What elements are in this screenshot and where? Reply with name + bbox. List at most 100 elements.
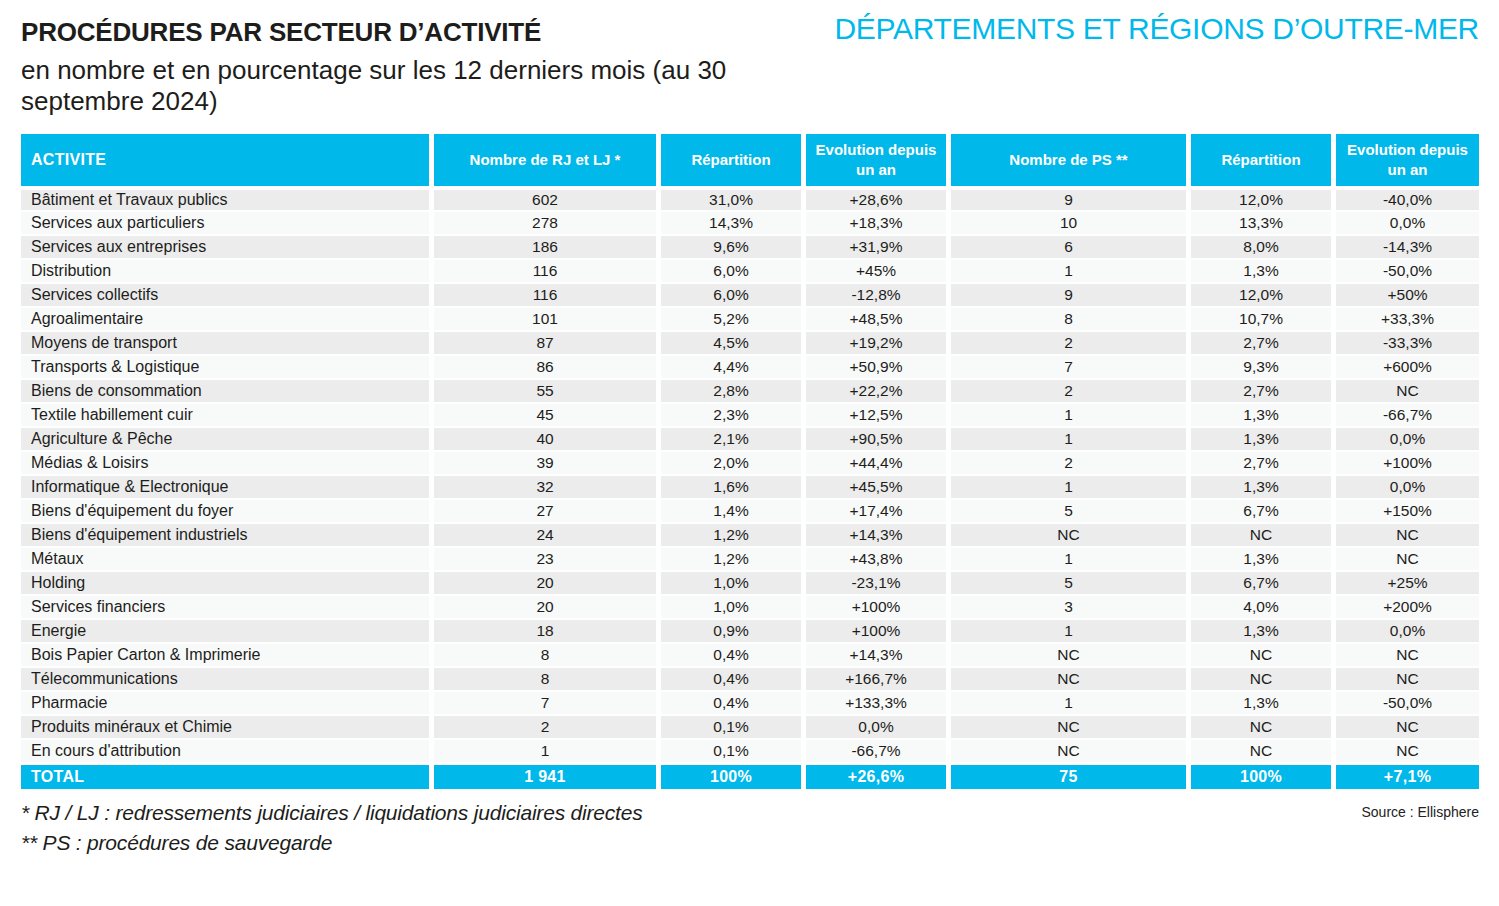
value-cell: +14,3% (801, 522, 946, 546)
value-cell: NC (946, 522, 1186, 546)
value-cell: 1,4% (656, 498, 801, 522)
value-cell: +19,2% (801, 330, 946, 354)
value-cell: 32 (429, 474, 656, 498)
value-cell: 1,2% (656, 522, 801, 546)
total-value-cell: +26,6% (801, 762, 946, 789)
value-cell: 6,0% (656, 258, 801, 282)
value-cell: 1 (946, 690, 1186, 714)
table-row: Bâtiment et Travaux publics60231,0%+28,6… (21, 186, 1479, 210)
activity-label: Biens de consommation (21, 378, 429, 402)
value-cell: NC (1331, 666, 1479, 690)
value-cell: +100% (1331, 450, 1479, 474)
table-row: Métaux231,2%+43,8%11,3%NC (21, 546, 1479, 570)
activity-label: Services collectifs (21, 282, 429, 306)
value-cell: 2,8% (656, 378, 801, 402)
value-cell: -23,1% (801, 570, 946, 594)
col-header-5: Répartition (1186, 134, 1331, 186)
value-cell: NC (1331, 714, 1479, 738)
value-cell: 9 (946, 186, 1186, 210)
report-page: PROCÉDURES PAR SECTEUR D’ACTIVITÉ en nom… (0, 0, 1499, 858)
value-cell: 0,4% (656, 690, 801, 714)
value-cell: 101 (429, 306, 656, 330)
value-cell: 1 (946, 402, 1186, 426)
source-label: Source : Ellisphere (1361, 804, 1479, 858)
value-cell: 602 (429, 186, 656, 210)
value-cell: 5 (946, 498, 1186, 522)
col-header-1: Nombre de RJ et LJ * (429, 134, 656, 186)
value-cell: 0,9% (656, 618, 801, 642)
value-cell: +17,4% (801, 498, 946, 522)
value-cell: 0,0% (1331, 474, 1479, 498)
value-cell: 7 (429, 690, 656, 714)
activity-label: Informatique & Electronique (21, 474, 429, 498)
region-title: DÉPARTEMENTS ET RÉGIONS D’OUTRE-MER (834, 12, 1479, 46)
value-cell: NC (1331, 546, 1479, 570)
value-cell: 2 (946, 450, 1186, 474)
value-cell: -33,3% (1331, 330, 1479, 354)
value-cell: +100% (801, 618, 946, 642)
table-row: Bois Papier Carton & Imprimerie80,4%+14,… (21, 642, 1479, 666)
activity-label: Bois Papier Carton & Imprimerie (21, 642, 429, 666)
table-row: Agroalimentaire1015,2%+48,5%810,7%+33,3% (21, 306, 1479, 330)
table-row: Médias & Loisirs392,0%+44,4%22,7%+100% (21, 450, 1479, 474)
activity-label: Energie (21, 618, 429, 642)
value-cell: 0,0% (1331, 618, 1479, 642)
value-cell: NC (1186, 666, 1331, 690)
value-cell: NC (946, 738, 1186, 762)
table-row: Agriculture & Pêche402,1%+90,5%11,3%0,0% (21, 426, 1479, 450)
activity-label: Services aux entreprises (21, 234, 429, 258)
activity-label: Pharmacie (21, 690, 429, 714)
value-cell: NC (1186, 738, 1331, 762)
value-cell: -66,7% (801, 738, 946, 762)
value-cell: +133,3% (801, 690, 946, 714)
value-cell: 10 (946, 210, 1186, 234)
value-cell: +44,4% (801, 450, 946, 474)
value-cell: NC (1331, 738, 1479, 762)
value-cell: 31,0% (656, 186, 801, 210)
value-cell: 0,0% (1331, 210, 1479, 234)
value-cell: 8 (429, 642, 656, 666)
value-cell: 1,3% (1186, 546, 1331, 570)
value-cell: 6 (946, 234, 1186, 258)
value-cell: +25% (1331, 570, 1479, 594)
value-cell: NC (946, 642, 1186, 666)
page-title: PROCÉDURES PAR SECTEUR D’ACTIVITÉ (21, 18, 834, 48)
value-cell: 14,3% (656, 210, 801, 234)
table-row: Services financiers201,0%+100%34,0%+200% (21, 594, 1479, 618)
value-cell: NC (946, 666, 1186, 690)
value-cell: 5 (946, 570, 1186, 594)
value-cell: 55 (429, 378, 656, 402)
value-cell: NC (1186, 714, 1331, 738)
value-cell: 40 (429, 426, 656, 450)
value-cell: NC (1331, 642, 1479, 666)
value-cell: +43,8% (801, 546, 946, 570)
table-row: Services aux particuliers27814,3%+18,3%1… (21, 210, 1479, 234)
page-header: PROCÉDURES PAR SECTEUR D’ACTIVITÉ en nom… (21, 10, 1479, 117)
activity-label: En cours d'attribution (21, 738, 429, 762)
col-header-2: Répartition (656, 134, 801, 186)
activity-label: Biens d'équipement industriels (21, 522, 429, 546)
value-cell: 1,0% (656, 570, 801, 594)
value-cell: 2,0% (656, 450, 801, 474)
value-cell: -50,0% (1331, 690, 1479, 714)
table-row: Biens d'équipement industriels241,2%+14,… (21, 522, 1479, 546)
value-cell: 20 (429, 570, 656, 594)
value-cell: +150% (1331, 498, 1479, 522)
table-row: Biens de consommation552,8%+22,2%22,7%NC (21, 378, 1479, 402)
value-cell: 186 (429, 234, 656, 258)
value-cell: -50,0% (1331, 258, 1479, 282)
activity-label: Textile habillement cuir (21, 402, 429, 426)
value-cell: +90,5% (801, 426, 946, 450)
footnote-rj-lj: * RJ / LJ : redressements judiciaires / … (21, 798, 643, 828)
value-cell: 0,4% (656, 642, 801, 666)
table-row: Holding201,0%-23,1%56,7%+25% (21, 570, 1479, 594)
value-cell: +200% (1331, 594, 1479, 618)
value-cell: +48,5% (801, 306, 946, 330)
value-cell: 1 (946, 258, 1186, 282)
value-cell: 2,1% (656, 426, 801, 450)
value-cell: 6,7% (1186, 570, 1331, 594)
value-cell: 1 (946, 618, 1186, 642)
value-cell: 0,4% (656, 666, 801, 690)
value-cell: 1,3% (1186, 258, 1331, 282)
value-cell: 24 (429, 522, 656, 546)
